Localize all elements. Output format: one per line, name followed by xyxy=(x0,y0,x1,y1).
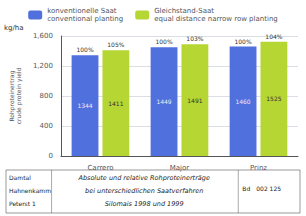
svg-text:1460: 1460 xyxy=(235,98,250,105)
svg-text:crude protein yield: crude protein yield xyxy=(15,68,23,125)
svg-text:002 125: 002 125 xyxy=(256,185,281,192)
svg-text:Carrero: Carrero xyxy=(87,164,113,172)
svg-text:Major: Major xyxy=(170,164,190,172)
svg-text:Gleichstand-Saat: Gleichstand-Saat xyxy=(154,7,214,15)
svg-text:100%: 100% xyxy=(76,46,93,53)
svg-text:conventional planting: conventional planting xyxy=(47,15,123,23)
svg-text:Damtal: Damtal xyxy=(9,174,31,181)
svg-text:1,200: 1,200 xyxy=(33,62,53,70)
svg-text:103%: 103% xyxy=(186,35,203,42)
svg-text:104%: 104% xyxy=(265,33,282,40)
svg-text:105%: 105% xyxy=(107,41,124,48)
svg-text:Rohproteinertrag: Rohproteinertrag xyxy=(8,70,15,122)
svg-text:100%: 100% xyxy=(155,38,172,45)
svg-text:0: 0 xyxy=(48,152,52,160)
svg-text:100%: 100% xyxy=(234,38,251,45)
svg-text:konventionelle Saat: konventionelle Saat xyxy=(47,7,117,15)
svg-text:equal distance narrow row plan: equal distance narrow row planting xyxy=(154,15,278,23)
svg-text:800: 800 xyxy=(40,92,53,100)
svg-text:bei unterschiedlichen Saatverf: bei unterschiedlichen Saatverfahren xyxy=(85,187,203,195)
svg-text:Peterst 1: Peterst 1 xyxy=(9,200,36,207)
svg-text:1525: 1525 xyxy=(266,95,281,102)
svg-text:kg/ha: kg/ha xyxy=(4,24,24,32)
svg-text:1491: 1491 xyxy=(187,97,202,104)
svg-text:Silomais 1998 und 1999: Silomais 1998 und 1999 xyxy=(105,200,184,208)
svg-text:1,600: 1,600 xyxy=(33,32,53,40)
svg-text:Prinz: Prinz xyxy=(250,164,267,172)
svg-text:400: 400 xyxy=(40,122,53,130)
svg-text:1411: 1411 xyxy=(108,100,123,107)
svg-text:1344: 1344 xyxy=(77,102,92,109)
svg-text:Absolute und relative Rohprote: Absolute und relative Rohproteinerträge xyxy=(77,174,210,182)
svg-text:Hahnenkamm: Hahnenkamm xyxy=(9,187,51,194)
svg-text:1449: 1449 xyxy=(156,98,171,105)
svg-text:Bd: Bd xyxy=(242,185,250,192)
